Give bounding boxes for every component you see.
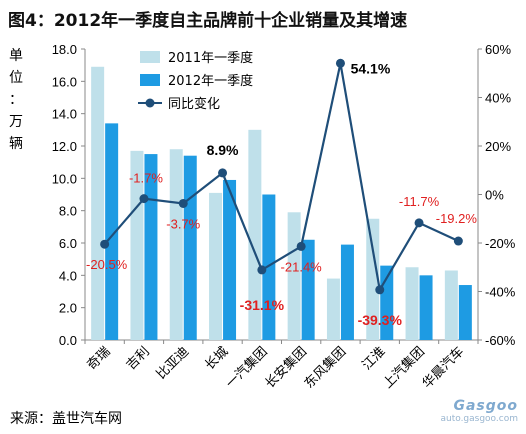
y-tick-label: 18.0 [52,42,77,57]
growth-point [414,218,424,228]
bar-2011 [209,192,223,340]
chart-title: 图4：2012年一季度自主品牌前十企业销量及其增速 [8,11,408,31]
legend-label-growth: 同比变化 [168,96,220,112]
bars [91,66,472,341]
growth-line-path [103,63,459,293]
y2-tick-label: 60% [485,42,511,57]
bar-2012 [262,194,276,340]
bar-2012 [458,285,472,340]
x-tick-label: 吉利 [124,344,153,373]
growth-point [453,236,463,246]
legend-label-2012: 2012年一季度 [168,73,253,89]
y2-tick-label: 40% [485,91,511,106]
bar-2012 [183,155,197,340]
data-label: -20.5% [86,257,128,272]
watermark-logo-text: Gasgoo [453,398,518,414]
x-tick-label: 长安集团 [262,344,310,392]
y-tick-label: 16.0 [52,74,77,89]
x-tick-label: 东风集团 [301,344,349,392]
y2-tick-label: 20% [485,139,511,154]
growth-point [257,265,267,275]
source-note: 来源：盖世汽车网 [10,411,122,427]
x-tick-label: 比亚迪 [154,344,192,382]
bar-2011 [444,270,458,340]
legend-label-2011: 2011年一季度 [168,50,253,66]
bar-2011 [91,66,105,341]
y-axis-label-char: 辆 [9,136,23,152]
data-label: -1.7% [129,171,163,186]
growth-point [178,198,188,208]
x-tick-label: 江淮 [360,344,389,373]
data-label: -31.1% [240,297,285,313]
data-label: -21.4% [281,259,323,274]
growth-point [218,168,228,178]
data-label: -19.2% [436,211,478,226]
bar-2012 [105,123,119,340]
bar-2012 [340,244,354,340]
y-tick-label: 10.0 [52,171,77,186]
legend-swatch-2011 [140,51,160,63]
growth-point [296,241,306,251]
bar-2012 [223,179,237,340]
bar-2012 [301,239,315,340]
x-tick-label: 上汽集团 [380,344,428,392]
data-label: 54.1% [351,60,391,76]
growth-line [100,58,463,295]
y2-tick-label: 0% [485,188,504,203]
growth-point [139,194,149,204]
data-label: -3.7% [166,216,200,231]
y-tick-label: 0.0 [59,333,77,348]
watermark-logo: Gasgoo auto.gasgoo.com [440,398,518,424]
y2-tick-label: -40% [485,285,516,300]
bar-2011 [405,267,419,340]
bar-2011 [248,129,262,340]
data-label: -11.7% [399,194,440,209]
x-tick-label: 长城 [202,344,231,373]
data-labels: -20.5% -1.7% -3.7% 8.9% -31.1% -21.4% 54.1% -39… [86,60,477,327]
bar-2012 [419,275,433,340]
x-tick-label: 一汽集团 [223,344,271,392]
y-tick-label: 2.0 [59,301,77,316]
y-tick-label: 8.0 [59,204,77,219]
y-axis-label-char: ： [9,92,23,108]
y-tick-label: 4.0 [59,268,77,283]
y-axis-label: 单位 ： 万辆 [9,48,23,152]
y-tick-label: 14.0 [52,107,77,122]
y-tick-label: 12.0 [52,139,77,154]
legend-swatch-2012 [140,74,160,86]
growth-point [335,58,345,68]
y-axis-label-char: 万 [9,114,23,130]
bar-2011 [366,218,380,340]
bar-2011 [326,278,340,340]
bar-2011 [287,212,301,340]
growth-point [100,239,110,249]
y2-tick-label: -60% [485,333,516,348]
data-label: -39.3% [358,312,403,328]
growth-point [375,285,385,295]
x-tick-label: 奇瑞 [84,344,114,374]
data-label: 8.9% [207,142,239,158]
legend-marker [145,98,155,108]
y-tick-label: 6.0 [59,236,77,251]
y-axis-label-char: 位 [9,70,23,86]
x-tick-label: 华晨汽车 [419,344,467,392]
watermark-url: auto.gasgoo.com [440,414,518,424]
y2-tick-label: -20% [485,236,516,251]
bar-2011 [169,149,183,340]
y-axis-label-char: 单 [9,48,23,64]
